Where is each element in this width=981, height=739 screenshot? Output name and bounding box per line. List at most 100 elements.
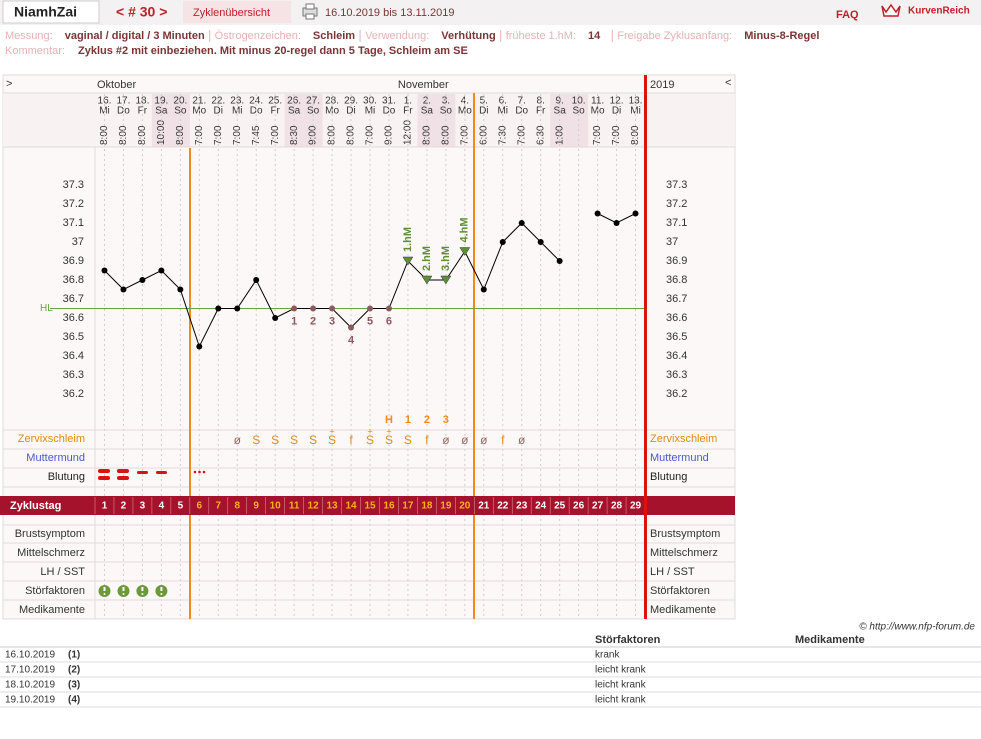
mucus-symbol: ø [234,433,242,447]
info-value: 14 [588,30,601,42]
day-header [3,93,735,147]
brand[interactable]: KurvenReich [908,6,970,17]
mucus-symbol: S [271,433,279,447]
day-number: 16. [98,96,112,107]
mucus-symbol: ø [480,433,488,447]
row-label-right: Blutung [650,471,687,483]
temperature-point [234,305,241,312]
nav-left[interactable]: > [6,78,12,90]
weekday: Sa [155,106,168,117]
weekday: So [307,106,320,117]
cycle-day: 13 [327,501,339,512]
temperature-point [120,286,127,293]
y-tick-label-right: 36.7 [666,293,687,305]
comment-label: Kommentar: [5,45,65,57]
temperature-point [196,343,203,350]
mucus-symbol: S [328,433,336,447]
y-tick-label: 37.1 [63,217,84,229]
day-number: 7. [518,96,526,107]
cycle-day: 8 [234,501,240,512]
cycle-day: 6 [197,501,203,512]
weekday: Fr [270,106,280,117]
note-index: (1) [68,650,80,661]
note-text: leicht krank [595,695,647,706]
note-index: (3) [68,680,80,691]
info: Messung: vaginal / digital / 3 Minuten Öst… [5,30,819,57]
cycle-day: 17 [402,501,414,512]
time: 10:00 [156,120,167,145]
day-number: 6. [499,96,507,107]
mucus-count: H [385,414,393,426]
cycle-day: 15 [364,501,376,512]
high-label: 3.hM [440,246,452,271]
header-bar [0,0,981,25]
cycle-day: 29 [630,501,642,512]
weekday: Fr [536,106,546,117]
day-number: 28. [325,96,339,107]
weekday: So [174,106,187,117]
y-tick-label: 37.2 [63,198,84,210]
y-tick-label-right: 37 [666,236,678,248]
info-value: Schleim [313,30,355,42]
faq-link[interactable]: FAQ [836,9,859,21]
cycle-day: 9 [253,501,259,512]
y-tick-label: 36.4 [63,350,84,362]
mucus-symbol: S [366,433,374,447]
cycle-day: 3 [140,501,146,512]
mucus-symbol: S [385,433,393,447]
day-number: 9. [555,96,563,107]
day-number: 22. [211,96,225,107]
overview-tab[interactable] [183,1,291,23]
info-label: Freigabe Zyklusanfang: [617,30,732,42]
copyright: © http://www.nfp-forum.de [859,622,975,633]
temperature-point [139,277,146,283]
month: November [398,79,449,91]
temperature-point [518,220,525,226]
nav-right[interactable]: < [725,77,731,89]
weekday: Mi [99,106,110,117]
y-tick-label-right: 36.3 [666,369,687,381]
row-label: Zervixschleim [18,433,85,445]
y-tick-label-right: 36.8 [666,274,687,286]
temperature-point [594,210,601,217]
cycle-day: 10 [270,501,282,512]
mucus-count: 1 [405,414,411,426]
overview-link[interactable]: Zyklenübersicht [193,7,270,19]
day-number: 20. [173,96,187,107]
cycle-nav[interactable]: < # 30 > [116,4,167,20]
info-value: vaginal / digital / 3 Minuten [65,30,205,42]
day-number: 2. [423,96,431,107]
cycle-day: 2 [121,501,127,512]
weekday: Do [515,106,528,117]
day-number: 18. [135,96,149,107]
note-date: 19.10.2019 [5,695,55,706]
notes-header: Medikamente [795,634,865,646]
y-tick-label: 36.6 [63,312,84,324]
y-tick-label-right: 36.4 [666,350,687,362]
y-tick-label-right: 36.9 [666,255,687,267]
weekday: Fr [138,106,148,117]
y-tick-label: 36.3 [63,369,84,381]
row-label-right: Muttermund [650,452,709,464]
cycle-day: 26 [573,501,585,512]
high-point [421,275,433,285]
mucus-count: 2 [424,414,430,426]
cycle-day: 24 [535,501,547,512]
weekday: Mo [458,106,472,117]
y-tick-label: 36.8 [63,274,84,286]
low-label: 4 [348,334,355,346]
note-text: leicht krank [595,665,647,676]
cycle-end [644,75,647,619]
coverline-label: HL [40,303,53,314]
user-tab[interactable] [2,0,100,24]
temperature-point [348,324,355,331]
month: Oktober [97,79,136,91]
day-number: 19. [154,96,168,107]
low-label: 3 [329,315,335,327]
cycle-day: 1 [102,501,108,512]
print-icon[interactable] [302,3,318,20]
day-number: 21. [192,96,206,107]
cycle-day-bar [0,496,735,515]
